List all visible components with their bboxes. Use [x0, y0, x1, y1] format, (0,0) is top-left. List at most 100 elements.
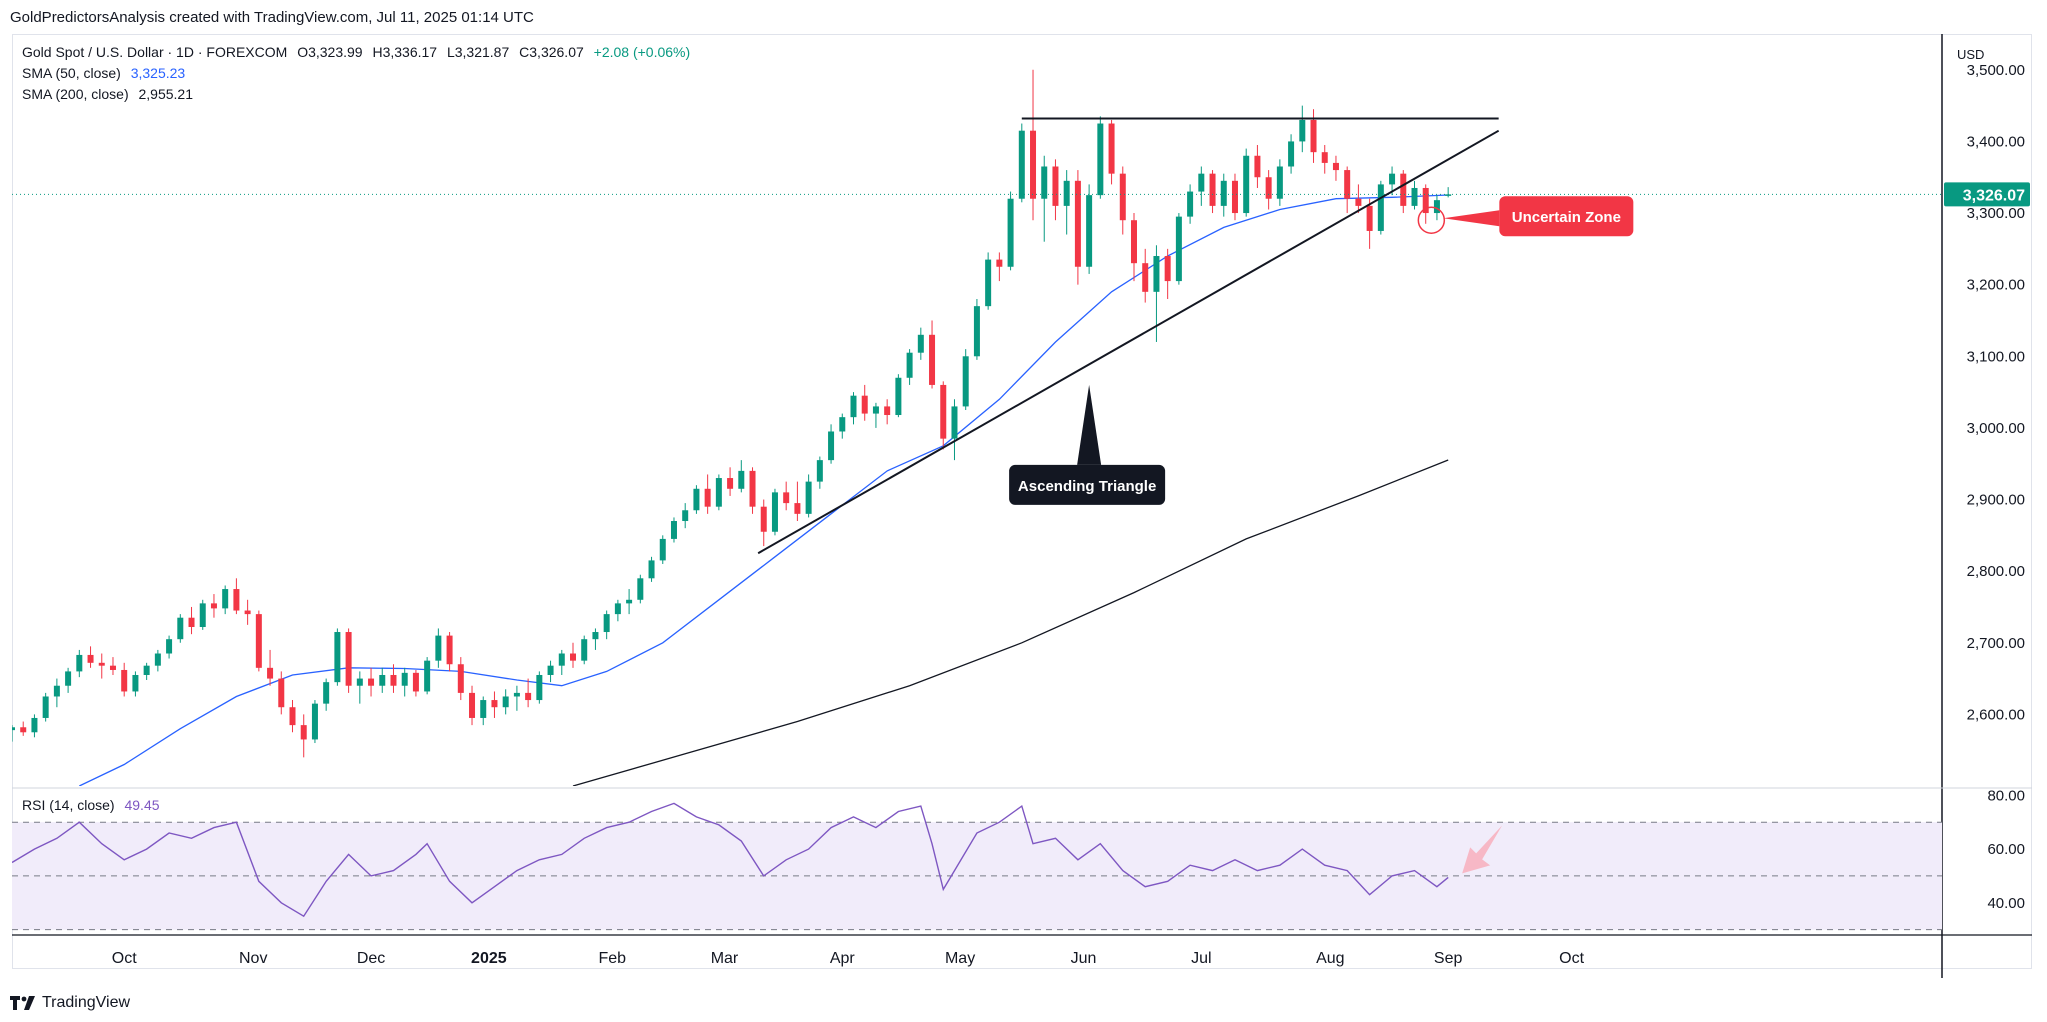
currency-label: USD: [1957, 47, 1984, 62]
candle: [783, 481, 790, 511]
candle: [1265, 170, 1272, 210]
candle: [1366, 198, 1373, 249]
candle-body: [1231, 180, 1238, 214]
candle: [31, 714, 38, 738]
rsi-band-group: [12, 821, 1942, 931]
candle: [143, 662, 150, 681]
candle: [570, 642, 576, 668]
candle-body: [76, 654, 83, 672]
candle: [1131, 213, 1137, 282]
rsi-tick-label: 40.00: [1987, 895, 2025, 912]
candle: [973, 298, 980, 360]
candle: [1344, 166, 1351, 214]
candle: [233, 578, 240, 615]
candle-body: [693, 488, 700, 511]
candle: [469, 685, 476, 726]
candle-body: [311, 703, 318, 740]
close-value: C3,326.07: [519, 44, 584, 60]
candle: [1231, 173, 1238, 221]
candle-body: [368, 678, 375, 686]
open-value: O3,323.99: [297, 44, 363, 60]
candle: [996, 252, 1003, 282]
candle: [1310, 109, 1317, 163]
sma200-label[interactable]: SMA (200, close): [22, 86, 129, 102]
sma50-legend[interactable]: SMA (50, close) 3,325.23: [22, 65, 185, 81]
price-tick-label: 2,900.00: [1967, 492, 2025, 509]
candle: [480, 696, 487, 726]
candle-body: [53, 685, 60, 697]
candle: [693, 485, 700, 514]
candle: [1377, 180, 1384, 235]
tradingview-brand[interactable]: TradingView: [10, 994, 130, 1012]
brand-name: TradingView: [42, 994, 131, 1011]
candle-body: [906, 352, 913, 378]
candle-body: [244, 610, 251, 615]
candle: [670, 517, 677, 543]
candle-body: [805, 481, 812, 514]
candle-body: [177, 617, 184, 640]
symbol-legend[interactable]: Gold Spot / U.S. Dollar · 1D · FOREXCOM …: [22, 44, 690, 60]
candle: [850, 392, 857, 425]
candle: [513, 685, 520, 711]
candle-body: [749, 470, 756, 507]
candle-body: [525, 692, 532, 701]
candle-body: [1074, 180, 1081, 267]
sma200-legend[interactable]: SMA (200, close) 2,955.21: [22, 86, 193, 102]
rsi-legend[interactable]: RSI (14, close) 49.45: [22, 797, 160, 813]
candle-body: [98, 662, 105, 666]
candle-body: [469, 692, 476, 718]
candle-body: [390, 674, 397, 686]
candle-body: [132, 674, 139, 692]
candle: [1400, 170, 1407, 214]
candle-body: [1288, 141, 1295, 167]
candle: [951, 399, 958, 461]
candle-body: [1063, 180, 1070, 206]
candle: [895, 374, 902, 418]
annotation-ascending-triangle: Ascending Triangle: [1018, 478, 1156, 495]
candle-body: [1030, 130, 1037, 199]
candle-body: [1175, 216, 1182, 282]
symbol-name[interactable]: Gold Spot / U.S. Dollar · 1D · FOREXCOM: [22, 44, 288, 60]
sma50-label[interactable]: SMA (50, close): [22, 65, 121, 81]
candle: [53, 678, 60, 708]
candle-body: [1018, 130, 1025, 199]
candle-body: [592, 632, 599, 640]
time-tick-label: May: [945, 950, 975, 967]
sma200-value: 2,955.21: [138, 86, 194, 102]
candle-body: [457, 664, 464, 693]
candle-body: [379, 674, 386, 686]
candle-body: [536, 674, 543, 701]
candle: [132, 671, 139, 697]
candle-body: [659, 538, 666, 561]
candle-body: [1366, 205, 1373, 231]
candle: [1254, 145, 1261, 188]
candle-body: [1097, 123, 1104, 196]
candle: [1445, 187, 1452, 198]
candle: [87, 646, 94, 668]
candle-body: [1265, 177, 1272, 199]
candle: [334, 628, 341, 686]
candle-body: [861, 395, 868, 414]
candle-body: [480, 700, 487, 718]
candle: [704, 474, 711, 514]
candle: [547, 660, 554, 683]
price-tick-label: 2,800.00: [1967, 563, 2025, 580]
candle: [98, 653, 105, 679]
candle: [929, 320, 936, 389]
candle: [884, 399, 891, 425]
candle-body: [1411, 187, 1418, 206]
candle: [502, 689, 509, 715]
candle-body: [1142, 263, 1149, 292]
candle-body: [20, 727, 27, 733]
candle-body: [1400, 173, 1407, 206]
time-tick-label: Mar: [711, 950, 739, 967]
candle: [199, 599, 206, 630]
rsi-label[interactable]: RSI (14, close): [22, 797, 115, 813]
time-tick-label: Apr: [830, 950, 856, 967]
candle: [491, 691, 498, 718]
candle-body: [973, 306, 980, 357]
time-tick-label: Jul: [1191, 950, 1211, 967]
rsi-value: 49.45: [124, 797, 160, 813]
candle-body: [255, 614, 262, 668]
